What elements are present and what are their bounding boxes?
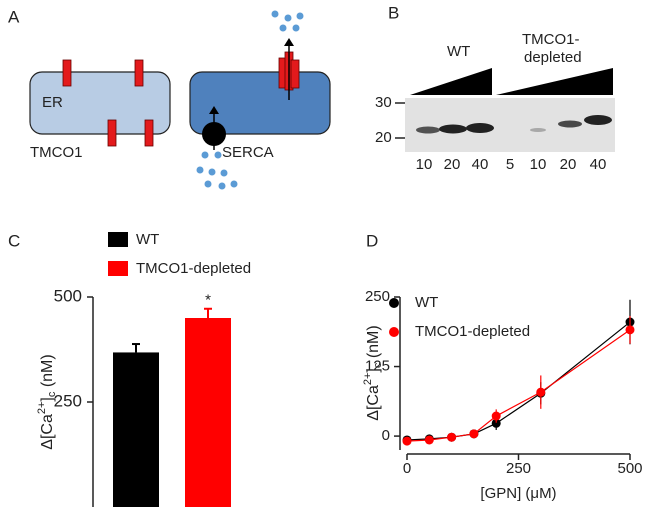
legend-label: TMCO1-depleted — [415, 323, 530, 340]
y-tick-label: 250 — [54, 391, 82, 410]
panel-label: C — [8, 231, 20, 250]
lane-label: 40 — [590, 156, 607, 173]
x-axis-label: [GPN] (μM) — [480, 485, 556, 502]
lane-label: 5 — [506, 156, 514, 173]
y-axis-label-part: c — [46, 391, 58, 397]
lane-label: 20 — [560, 156, 577, 173]
data-point — [424, 435, 434, 445]
legend-label: WT — [415, 294, 438, 311]
y-axis-label-part: (nM) — [365, 325, 382, 362]
x-tick-label: 250 — [506, 460, 531, 477]
legend-marker — [389, 327, 399, 337]
er-label: ER — [42, 94, 63, 111]
bar — [113, 352, 159, 507]
mw-label: 30 — [375, 94, 392, 111]
y-axis-label-part: Δ[Ca — [365, 385, 382, 421]
data-point — [491, 418, 501, 428]
y-axis-label-part: 2+ — [36, 402, 48, 415]
blot-bands — [416, 115, 612, 134]
y-axis-label-part: 2+ — [362, 373, 374, 386]
lane-label: 10 — [416, 156, 433, 173]
y-axis-label-part: c — [372, 362, 384, 368]
y-axis-label-part: ] — [365, 368, 382, 372]
panel-label: B — [388, 3, 399, 22]
legend-swatch — [108, 232, 128, 247]
group-label: TMCO1- — [522, 31, 580, 48]
y-tick-label: 125 — [365, 358, 390, 375]
legend-marker — [389, 298, 399, 308]
legend-swatch — [108, 261, 128, 276]
lane-label: 20 — [444, 156, 461, 173]
y-axis-label: Δ[Ca2+]c (nM) — [36, 354, 58, 449]
serca-label: SERCA — [222, 144, 274, 161]
y-tick-label: 250 — [365, 288, 390, 305]
y-axis-label: Δ[Ca2+]c (nM) — [362, 325, 384, 420]
data-point — [447, 432, 457, 442]
arrow-head — [284, 38, 294, 46]
lane-label: 10 — [530, 156, 547, 173]
wedge — [410, 68, 492, 95]
calcium-ions — [196, 10, 304, 190]
group-label: WT — [447, 43, 470, 60]
x-tick-label: 0 — [403, 460, 411, 477]
legend-label: WT — [136, 231, 159, 248]
y-axis-label-part: Δ[Ca — [39, 414, 56, 450]
x-tick-label: 500 — [617, 460, 642, 477]
lane-label: 40 — [472, 156, 489, 173]
series-line — [406, 329, 631, 442]
panel-label: A — [8, 7, 20, 26]
y-tick-label: 500 — [54, 286, 82, 305]
legend-label: TMCO1-depleted — [136, 260, 251, 277]
data-point — [491, 411, 501, 421]
wedge — [496, 68, 613, 95]
y-axis-label-part: (nM) — [39, 354, 56, 391]
data-point — [536, 387, 546, 397]
y-tick-label: 0 — [382, 427, 390, 444]
blot — [405, 98, 615, 152]
tmco1-label: TMCO1 — [30, 144, 83, 161]
annotation: * — [205, 292, 211, 309]
data-point — [402, 436, 412, 446]
data-point — [625, 325, 635, 335]
mw-label: 20 — [375, 129, 392, 146]
data-point — [469, 429, 479, 439]
er-membrane — [29, 71, 171, 135]
arrow-head — [209, 106, 219, 114]
group-label: depleted — [524, 49, 582, 66]
panel-label: D — [366, 231, 378, 250]
y-axis-label-part: ] — [39, 397, 56, 401]
bar — [185, 318, 231, 507]
